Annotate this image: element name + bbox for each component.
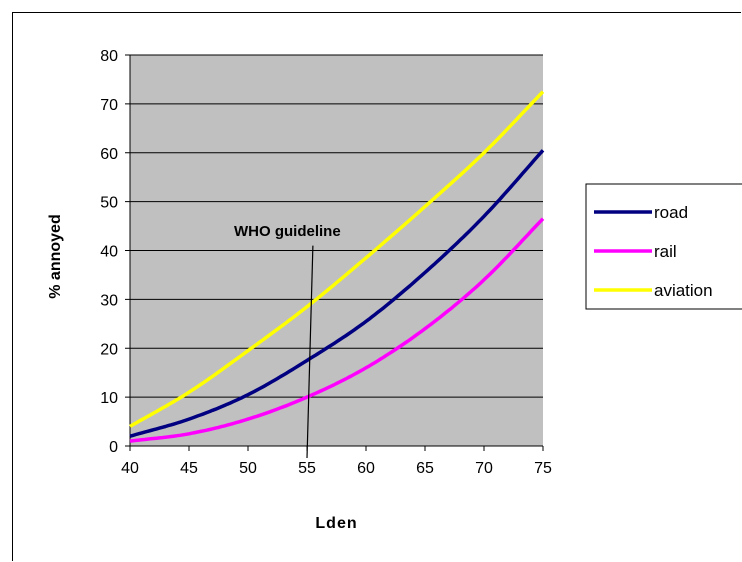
legend: road rail aviation	[585, 183, 742, 310]
x-axis-label: Lden	[315, 515, 357, 532]
y-tick-labels: 0 10 20 30 40 50 60 70 80	[100, 48, 130, 456]
x-tick-label: 65	[416, 460, 434, 477]
who-guideline-line	[306, 245, 314, 459]
gridlines	[130, 54, 543, 398]
series-line-aviation	[129, 90, 545, 428]
x-tick-label: 55	[298, 460, 316, 477]
y-tick-label: 70	[100, 97, 118, 114]
annotation: WHO guideline	[234, 223, 341, 459]
y-tick-label: 80	[100, 48, 118, 65]
x-tick-labels: 40 45 50 55 60 65 70 75	[121, 446, 552, 477]
series-line-rail	[129, 217, 545, 443]
y-tick-label: 0	[109, 439, 118, 456]
y-tick-label: 10	[100, 390, 118, 407]
x-tick-label: 40	[121, 460, 139, 477]
x-tick-label: 60	[357, 460, 375, 477]
x-tick-label: 50	[239, 460, 257, 477]
legend-label-aviation: aviation	[654, 281, 713, 300]
legend-label-road: road	[654, 203, 688, 222]
y-tick-label: 30	[100, 292, 118, 309]
legend-label-rail: rail	[654, 242, 677, 261]
who-guideline-label: WHO guideline	[234, 223, 341, 240]
y-axis-label: % annoyed	[47, 214, 64, 298]
y-tick-label: 40	[100, 244, 118, 261]
x-tick-label: 75	[534, 460, 552, 477]
legend-box	[585, 183, 742, 310]
x-tick-label: 45	[180, 460, 198, 477]
chart-frame	[12, 12, 741, 561]
y-tick-label: 50	[100, 195, 118, 212]
series-line-road	[129, 149, 545, 438]
y-tick-label: 20	[100, 341, 118, 358]
y-tick-label: 60	[100, 146, 118, 163]
series-lines	[129, 90, 545, 443]
x-tick-label: 70	[475, 460, 493, 477]
